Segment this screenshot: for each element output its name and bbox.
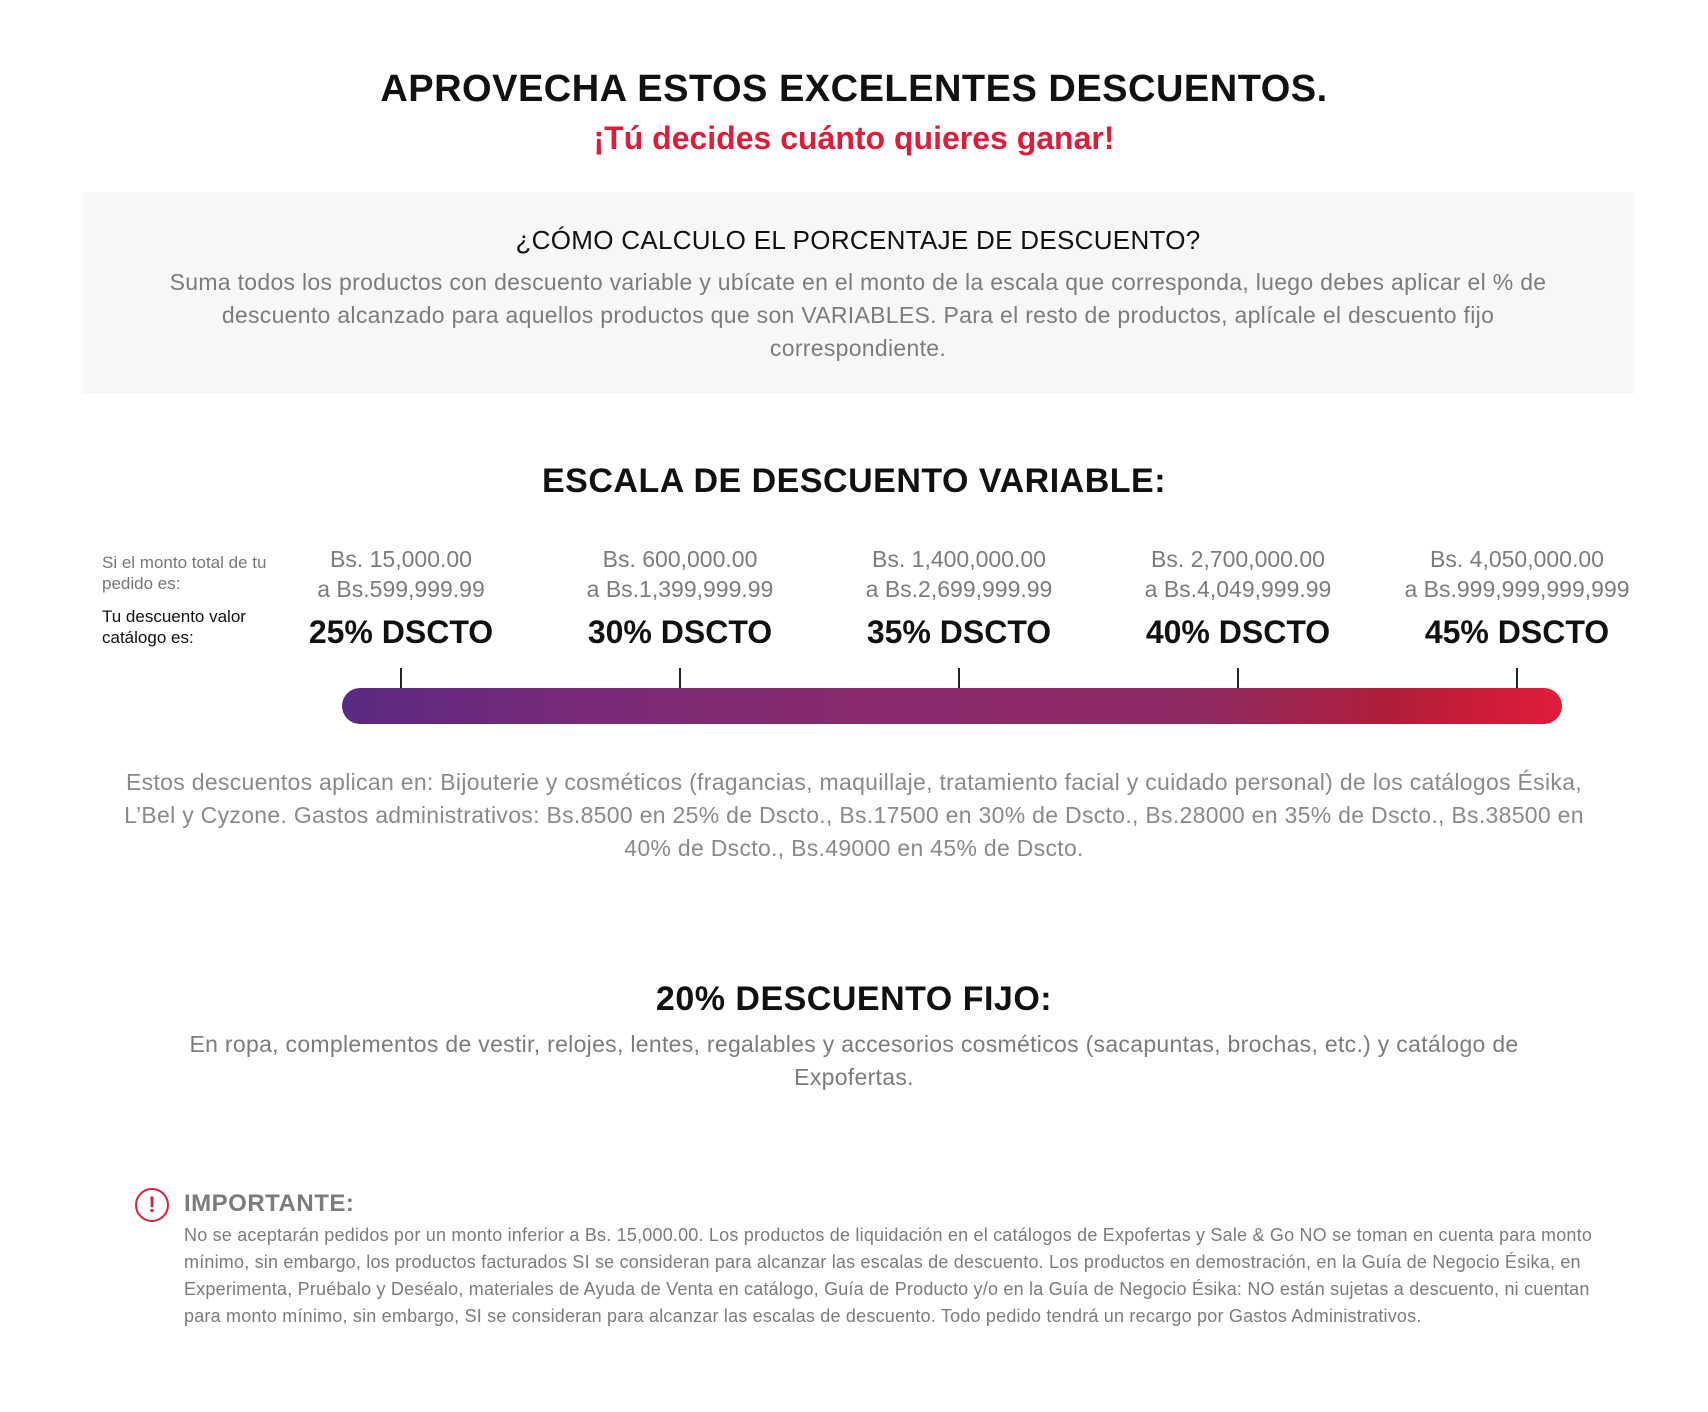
tier-pct: 45% DSCTO xyxy=(1424,614,1610,650)
scale-title: ESCALA DE DESCUENTO VARIABLE: xyxy=(541,462,1167,500)
tier-to: a Bs.2,699,999.99 xyxy=(865,576,1053,602)
tier-to: a Bs.999,999,999,999 xyxy=(1404,576,1630,602)
fixed-discount-text: En ropa, complementos de vestir, relojes… xyxy=(189,1031,1519,1090)
discount-row-label: Tu descuento valor catálogo es: xyxy=(102,607,246,647)
tier-to: a Bs.599,999.99 xyxy=(317,576,485,602)
important-text: No se aceptarán pedidos por un monto inf… xyxy=(184,1225,1593,1326)
tier-40: Bs. 2,700,000.00 a Bs.4,049,999.99 40% D… xyxy=(1103,544,1373,651)
amount-row-label: Si el monto total de tu pedido es: xyxy=(102,553,267,593)
applies-text: Estos descuentos aplican en: Bijouterie … xyxy=(124,769,1584,861)
scale-tick xyxy=(1237,668,1239,688)
tier-pct: 40% DSCTO xyxy=(1145,614,1331,650)
info-question: ¿CÓMO CALCULO EL PORCENTAJE DE DESCUENTO… xyxy=(515,225,1201,255)
tier-from: Bs. 2,700,000.00 xyxy=(1151,546,1325,572)
tier-pct: 25% DSCTO xyxy=(308,614,494,650)
tier-to: a Bs.4,049,999.99 xyxy=(1144,576,1332,602)
tier-30: Bs. 600,000.00 a Bs.1,399,999.99 30% DSC… xyxy=(545,544,815,651)
exclamation-icon: ! xyxy=(135,1188,169,1222)
fixed-discount-title: 20% DESCUENTO FIJO: xyxy=(655,980,1053,1018)
scale-tick xyxy=(958,668,960,688)
tier-pct: 30% DSCTO xyxy=(587,614,773,650)
scale-tick xyxy=(679,668,681,688)
important-title: IMPORTANTE: xyxy=(184,1190,355,1217)
tier-25: Bs. 15,000.00 a Bs.599,999.99 25% DSCTO xyxy=(266,544,536,651)
scale-tick xyxy=(1516,668,1518,688)
info-box xyxy=(82,192,1634,394)
tier-35: Bs. 1,400,000.00 a Bs.2,699,999.99 35% D… xyxy=(824,544,1094,651)
page-title: APROVECHA ESTOS EXCELENTES DESCUENTOS. xyxy=(380,68,1328,110)
tier-from: Bs. 1,400,000.00 xyxy=(872,546,1046,572)
page-subtitle: ¡Tú decides cuánto quieres ganar! xyxy=(593,120,1115,156)
tier-45: Bs. 4,050,000.00 a Bs.999,999,999,999 45… xyxy=(1382,544,1652,651)
tier-from: Bs. 4,050,000.00 xyxy=(1430,546,1604,572)
discount-gradient-bar xyxy=(342,688,1562,724)
scale-tick xyxy=(400,668,402,688)
tier-from: Bs. 600,000.00 xyxy=(602,546,758,572)
info-text: Suma todos los productos con descuento v… xyxy=(169,269,1547,361)
tier-pct: 35% DSCTO xyxy=(866,614,1052,650)
tier-from: Bs. 15,000.00 xyxy=(330,546,472,572)
tier-to: a Bs.1,399,999.99 xyxy=(586,576,774,602)
